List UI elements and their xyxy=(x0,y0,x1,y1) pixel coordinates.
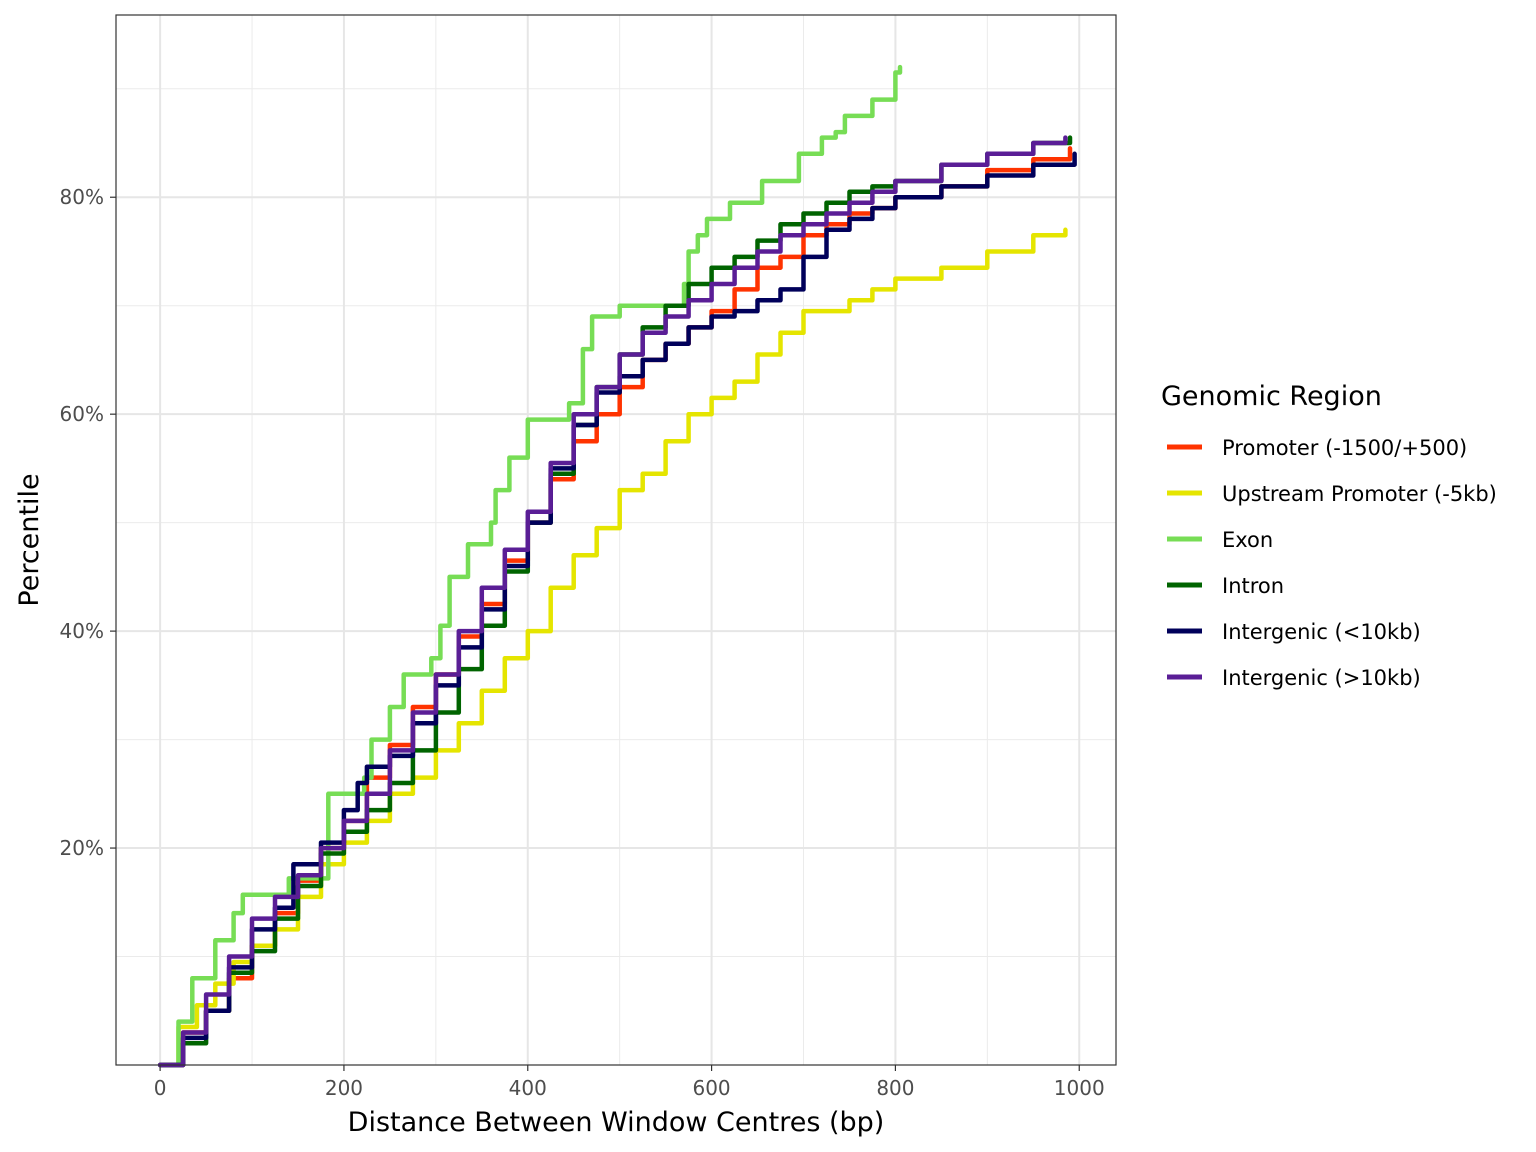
legend-item: Upstream Promoter (-5kb) xyxy=(1167,482,1497,506)
grid-minor xyxy=(116,15,1116,1065)
legend-label: Intergenic (>10kb) xyxy=(1222,666,1421,690)
legend-title: Genomic Region xyxy=(1161,381,1382,412)
series-line-5 xyxy=(157,151,1077,1068)
y-tick-label: 60% xyxy=(60,402,104,426)
y-tick-label: 20% xyxy=(60,836,104,860)
legend-item: Intron xyxy=(1167,574,1284,598)
series-line-3 xyxy=(157,64,903,1068)
x-tick-label: 200 xyxy=(325,1076,363,1100)
legend-item: Intergenic (<10kb) xyxy=(1167,620,1421,644)
legend-label: Intergenic (<10kb) xyxy=(1222,620,1421,644)
series-lines xyxy=(157,64,1077,1068)
y-axis-title: Percentile xyxy=(14,473,45,606)
legend-label: Exon xyxy=(1222,528,1273,552)
x-axis: 0 200 400 600 800 1000 xyxy=(154,1065,1105,1100)
x-tick-label: 600 xyxy=(692,1076,730,1100)
y-tick-label: 80% xyxy=(60,185,104,209)
legend-item: Intergenic (>10kb) xyxy=(1167,666,1421,690)
y-tick-label: 40% xyxy=(60,619,104,643)
legend-label: Upstream Promoter (-5kb) xyxy=(1222,482,1497,506)
legend-label: Intron xyxy=(1222,574,1284,598)
x-axis-title: Distance Between Window Centres (bp) xyxy=(348,1107,885,1138)
legend-item: Promoter (-1500/+500) xyxy=(1167,436,1467,460)
series-line-6 xyxy=(157,135,1068,1068)
x-tick-label: 400 xyxy=(509,1076,547,1100)
panel-border xyxy=(115,14,1117,1066)
panel-background xyxy=(116,15,1116,1065)
x-tick-label: 800 xyxy=(876,1076,914,1100)
legend: Genomic Region Promoter (-1500/+500) Upst… xyxy=(1161,381,1497,690)
legend-items: Promoter (-1500/+500) Upstream Promoter (… xyxy=(1167,436,1497,690)
legend-label: Promoter (-1500/+500) xyxy=(1222,436,1467,460)
legend-item: Exon xyxy=(1167,528,1273,552)
x-tick-label: 0 xyxy=(154,1076,167,1100)
plot-area xyxy=(115,14,1117,1068)
x-tick-label: 1000 xyxy=(1054,1076,1105,1100)
y-axis: 20% 40% 60% 80% xyxy=(60,185,116,860)
